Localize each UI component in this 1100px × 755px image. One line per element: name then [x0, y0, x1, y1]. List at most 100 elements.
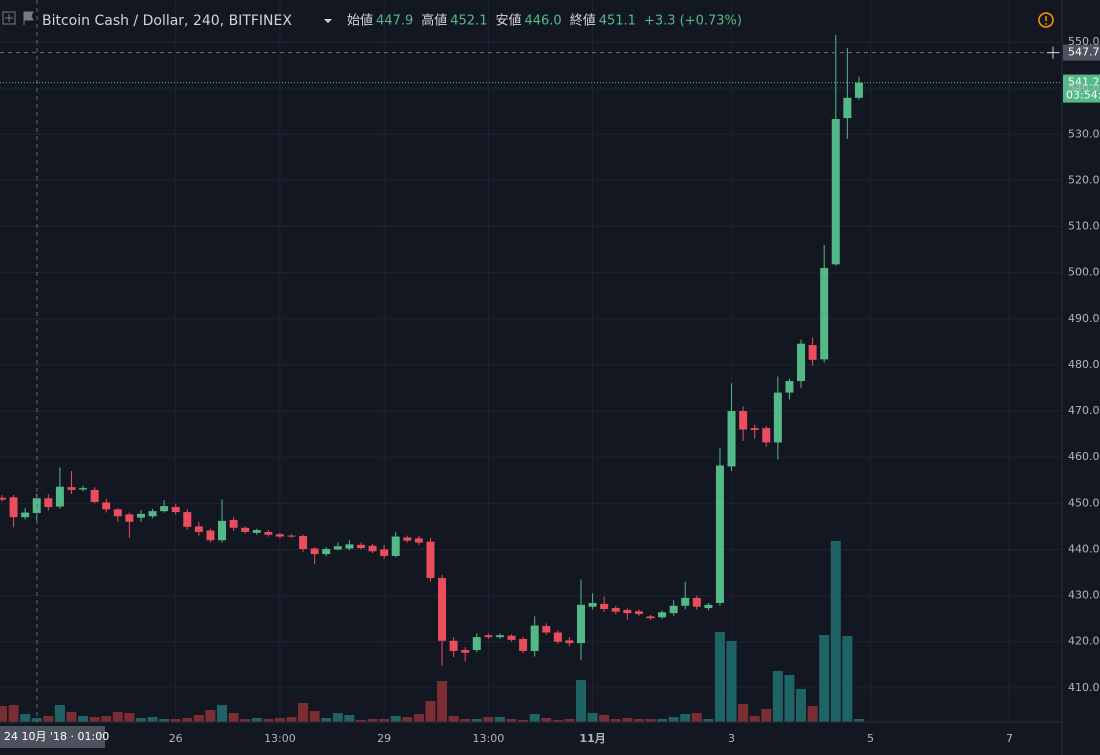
volume-bar [622, 718, 633, 722]
candle-body [9, 497, 18, 518]
volume-bar [124, 713, 135, 722]
x-tick-label: 13:00 [473, 732, 505, 745]
volume-bar [170, 719, 181, 722]
x-tick-label: 29 [377, 732, 391, 745]
volume-bar [772, 671, 783, 722]
candle-body [461, 650, 470, 653]
x-tick-label: 7 [1006, 732, 1013, 745]
candle-body [229, 519, 238, 528]
candle-body [44, 498, 53, 508]
candle-body [658, 612, 667, 618]
candle-body [194, 526, 203, 532]
candle-body [148, 511, 157, 517]
candle-body [588, 602, 597, 607]
y-tick-label: 450.0 [1068, 496, 1100, 509]
volume-bar [217, 705, 228, 722]
volume-bar [680, 714, 691, 722]
y-tick-label: 440.0 [1068, 542, 1100, 555]
symbol-caret[interactable] [324, 19, 332, 23]
volume-bar [576, 680, 586, 722]
crosshair-time-tag [0, 726, 105, 748]
ohlc-label: 安値 [495, 13, 521, 29]
y-tick-label: 420.0 [1068, 635, 1100, 648]
candle-body [831, 119, 840, 265]
volume-bar [749, 716, 760, 722]
candle-body [356, 544, 365, 549]
candle-body [414, 538, 423, 543]
volume-bar [738, 704, 749, 722]
alert-icon[interactable] [1038, 12, 1054, 28]
flag-icon[interactable] [23, 11, 34, 25]
candle-body [333, 546, 342, 550]
volume-bar [20, 714, 31, 722]
ohlc-label: 終値 [570, 13, 596, 29]
candle-body [646, 616, 655, 619]
candle-body [67, 487, 76, 490]
volume-bar [668, 717, 679, 722]
volume-bar [853, 719, 864, 722]
last-price-tag [1063, 74, 1100, 103]
volume-bar [518, 720, 529, 722]
volume-bar [842, 636, 853, 722]
y-tick-label: 460.0 [1068, 450, 1100, 463]
candle-body [681, 597, 690, 606]
candle-body [600, 603, 609, 609]
candle-body [519, 638, 528, 651]
volume-bar [796, 689, 807, 722]
candle-body [241, 527, 250, 532]
volume-bar [471, 719, 482, 722]
volume-bar [691, 713, 702, 722]
candle-body [183, 512, 192, 527]
candle-body [299, 536, 308, 549]
candle-body [322, 548, 331, 555]
volume-bar [355, 720, 366, 722]
candle-body [773, 392, 782, 443]
candle-body [808, 345, 817, 360]
ohlc-value: 446.0 [524, 14, 561, 29]
volume-bar [193, 715, 204, 722]
candle-body [449, 640, 458, 651]
candle-body [160, 506, 169, 512]
volume-bar [506, 719, 517, 722]
volume-bar [309, 711, 320, 722]
candle-body [692, 597, 701, 607]
x-tick-label: 11月 [579, 732, 605, 745]
volume-bar [552, 720, 563, 722]
volume-bar [43, 716, 54, 722]
volume-bar [66, 712, 77, 722]
volume-bar [0, 706, 7, 722]
candle-body [843, 97, 852, 119]
candle-body [785, 381, 794, 393]
y-tick-label: 480.0 [1068, 358, 1100, 371]
candle-body [634, 611, 643, 615]
price-change: +3.3 (+0.73%) [644, 14, 742, 29]
volume-bar [413, 714, 424, 722]
volume-bar [54, 705, 65, 722]
candle-body [727, 411, 736, 467]
volume-bar [263, 719, 274, 722]
candle-body [495, 635, 504, 638]
candle-body [854, 82, 863, 98]
volume-bar [135, 718, 146, 722]
candle-body [553, 632, 562, 642]
volume-bar [182, 718, 193, 722]
candle-layer [0, 35, 863, 666]
symbol-title[interactable]: Bitcoin Cash / Dollar, 240, BITFINEX [42, 13, 292, 29]
candle-body [206, 530, 215, 541]
volume-bar [344, 715, 355, 722]
candle-body [739, 411, 748, 430]
volume-bar [784, 675, 795, 722]
candle-body [669, 605, 678, 614]
volume-bar [830, 541, 841, 722]
candle-body [218, 520, 227, 541]
candle-body [623, 609, 632, 614]
volume-bar [819, 635, 830, 722]
volume-layer [0, 541, 864, 722]
collapse-icon[interactable] [2, 11, 16, 25]
volume-bar [564, 719, 575, 722]
candle-body [715, 465, 724, 603]
countdown: 03:54:4 [1066, 89, 1100, 102]
x-tick-label: 3 [728, 732, 735, 745]
volume-bar [8, 705, 19, 722]
candle-body [113, 509, 122, 517]
